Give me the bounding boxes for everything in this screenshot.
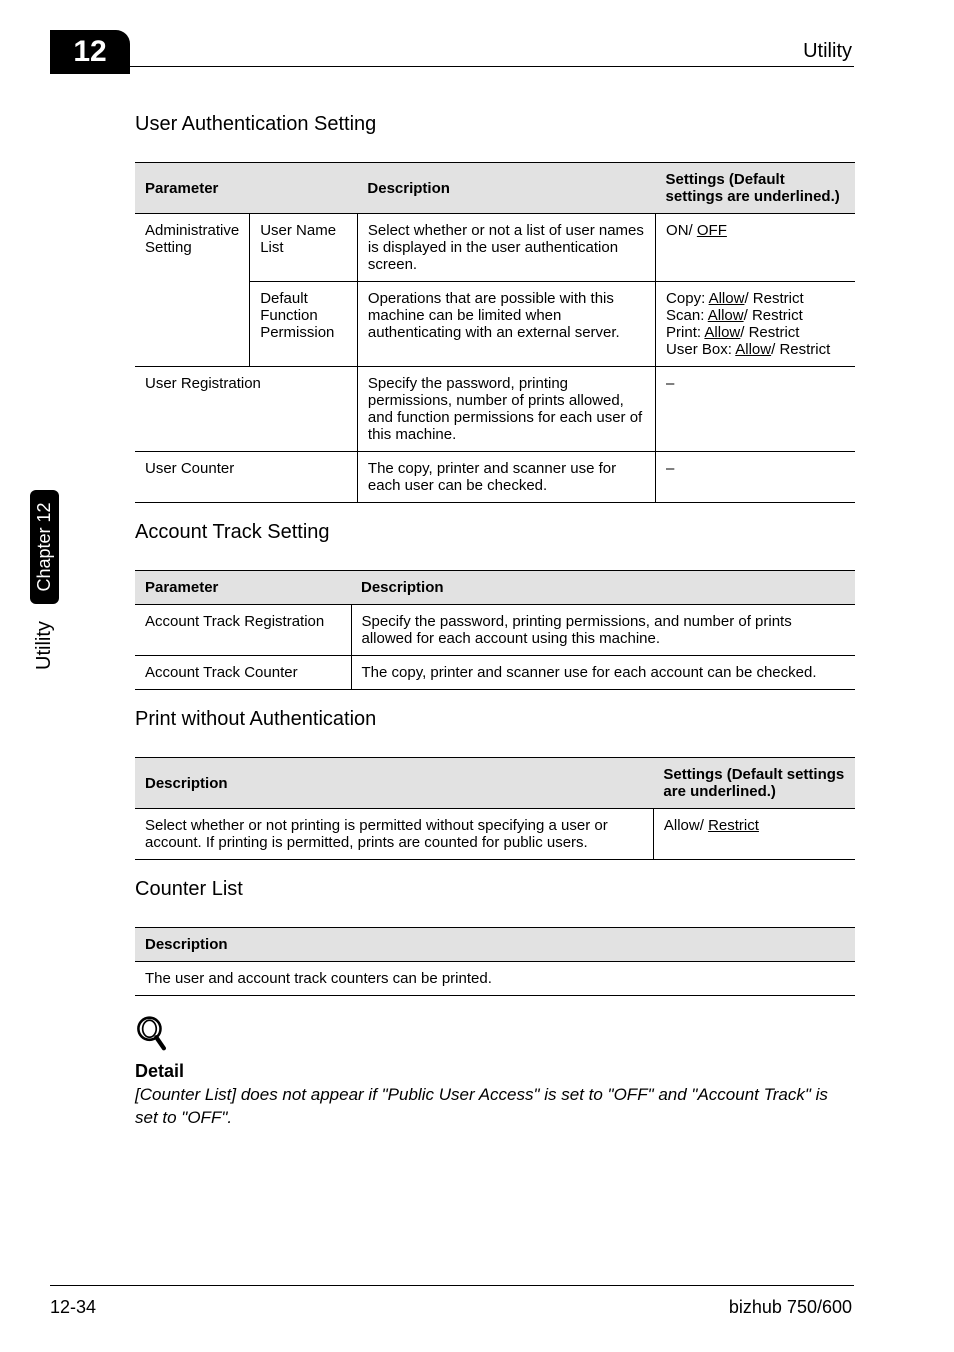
cell-counter-list-desc: The user and account track counters can … — [135, 962, 855, 996]
cell-print-noauth-desc: Select whether or not printing is permit… — [135, 809, 653, 860]
table-user-auth: Parameter Description Settings (Default … — [135, 162, 855, 503]
cell-user-counter: User Counter — [135, 452, 357, 503]
cell-r2-desc: Operations that are possible with this m… — [357, 282, 655, 367]
header-right-label: Utility — [803, 40, 852, 63]
cell-r1-desc: Select whether or not a list of user nam… — [357, 214, 655, 282]
lbl-scan: Scan: — [666, 307, 708, 324]
th-description-3: Description — [135, 758, 653, 809]
footer-model: bizhub 750/600 — [729, 1297, 852, 1318]
cell-username-list: User Name List — [250, 214, 358, 282]
table-counter-list: Description The user and account track c… — [135, 927, 855, 996]
th-settings-3: Settings (Default settings are underline… — [653, 758, 855, 809]
val-print-allow: Allow — [704, 324, 740, 341]
th-settings: Settings (Default settings are underline… — [656, 163, 855, 214]
section-title-counter-list: Counter List — [135, 878, 855, 901]
val-userbox-rest: / Restrict — [771, 341, 830, 358]
table-account-track: Parameter Description Account Track Regi… — [135, 570, 855, 690]
val-scan-rest: / Restrict — [744, 307, 803, 324]
detail-text: [Counter List] does not appear if "Publi… — [135, 1084, 855, 1130]
th-description-4: Description — [135, 928, 855, 962]
th-parameter: Parameter — [135, 163, 357, 214]
val-copy-allow: Allow — [709, 290, 745, 307]
magnifier-icon — [135, 1014, 169, 1052]
cell-user-registration: User Registration — [135, 367, 357, 452]
section-title-account-track: Account Track Setting — [135, 521, 855, 544]
val-copy-rest: / Restrict — [744, 290, 803, 307]
side-chapter-badge: Chapter 12 — [30, 490, 59, 603]
th-parameter-2: Parameter — [135, 571, 351, 605]
th-description-2: Description — [351, 571, 855, 605]
cell-account-counter-desc: The copy, printer and scanner use for ea… — [351, 656, 855, 690]
cell-account-counter: Account Track Counter — [135, 656, 351, 690]
cell-print-noauth-settings: Allow/ Restrict — [653, 809, 855, 860]
section-title-user-auth: User Authentication Setting — [135, 113, 855, 136]
footer-rule — [50, 1285, 854, 1286]
val-print-rest: / Restrict — [740, 324, 799, 341]
section-title-print-noauth: Print without Authentication — [135, 708, 855, 731]
cell-r2-settings: Copy: Allow/ Restrict Scan: Allow/ Restr… — [656, 282, 855, 367]
lbl-userbox: User Box: — [666, 341, 735, 358]
cell-r3-desc: Specify the password, printing permissio… — [357, 367, 655, 452]
cell-admin-setting: Administrative Setting — [135, 214, 250, 367]
cell-r1-settings: ON/ OFF — [656, 214, 855, 282]
lbl-copy: Copy: — [666, 290, 709, 307]
page-tag: 12 — [50, 30, 130, 74]
cell-r4-settings: – — [656, 452, 855, 503]
detail-label: Detail — [135, 1061, 855, 1082]
val-userbox-allow: Allow — [735, 341, 771, 358]
cell-account-reg-desc: Specify the password, printing permissio… — [351, 605, 855, 656]
text-restrict: Restrict — [708, 817, 759, 834]
text-on: ON/ — [666, 222, 697, 239]
header-rule — [50, 66, 854, 67]
cell-r4-desc: The copy, printer and scanner use for ea… — [357, 452, 655, 503]
cell-r3-settings: – — [656, 367, 855, 452]
val-scan-allow: Allow — [708, 307, 744, 324]
text-allow: Allow/ — [664, 817, 708, 834]
cell-account-reg: Account Track Registration — [135, 605, 351, 656]
side-tab: Utility Chapter 12 — [30, 490, 59, 670]
side-utility-label: Utility — [33, 621, 55, 670]
table-print-noauth: Description Settings (Default settings a… — [135, 757, 855, 860]
lbl-print: Print: — [666, 324, 704, 341]
footer-page-number: 12-34 — [50, 1297, 96, 1318]
th-description: Description — [357, 163, 655, 214]
cell-default-func-perm: Default Function Permission — [250, 282, 358, 367]
text-off: OFF — [697, 222, 727, 239]
